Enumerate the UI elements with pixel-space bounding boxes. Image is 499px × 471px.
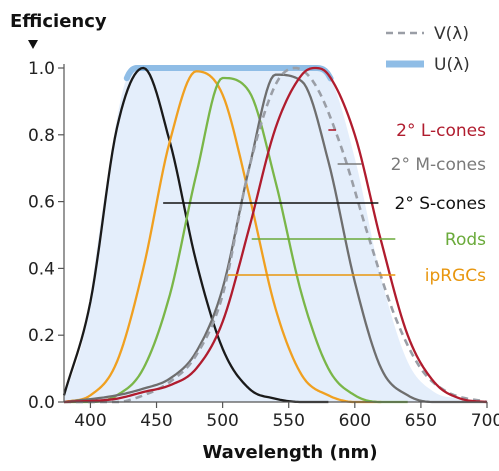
x-tick-label: 700: [471, 411, 499, 431]
axes: 0.0 0.2 0.4 0.6 0.8 1.0 400 450 500 550 600 650 700: [28, 40, 499, 431]
y-tick-label: 0.0: [28, 393, 55, 413]
curve-v: [64, 66, 488, 404]
y-tick-label: 0.6: [28, 193, 55, 213]
curve-2-m-cones: [63, 73, 487, 404]
legend-label-0: V(λ): [434, 24, 469, 44]
curve-iprgcs: [63, 70, 382, 404]
y-tick-label: 0.2: [28, 326, 55, 346]
x-tick-label: 600: [339, 411, 371, 431]
y-tick-label: 1.0: [28, 59, 55, 79]
label-iprgcs: ipRGCs: [425, 266, 486, 286]
legend: V(λ) U(λ): [386, 24, 470, 75]
x-axis-title: Wavelength (nm): [202, 442, 377, 463]
x-tick-label: 650: [405, 411, 437, 431]
curve-rods: [64, 76, 408, 404]
legend-label-1: U(λ): [434, 55, 470, 75]
label-2-s-cones: 2° S-cones: [395, 194, 487, 214]
label-rods: Rods: [445, 230, 486, 250]
plot-area: [62, 65, 488, 404]
x-tick-label: 550: [272, 411, 304, 431]
y-axis-title: Efficiency: [10, 11, 107, 32]
x-tick-label: 450: [140, 411, 172, 431]
curve-2-s-cones: [62, 66, 329, 404]
down-arrow-icon: [28, 40, 38, 49]
label-2-l-cones: 2° L-cones: [396, 121, 486, 141]
y-tick-label: 0.4: [28, 259, 55, 279]
x-tick-label: 400: [74, 411, 106, 431]
x-tick-label: 500: [206, 411, 238, 431]
curve-2-l-cones: [63, 66, 488, 404]
envelope-fill: [64, 68, 487, 402]
y-tick-label: 0.8: [28, 126, 55, 146]
annotations: 2° L-cones 2° M-cones 2° S-cones Rods ipRGCs: [163, 121, 486, 286]
label-2-m-cones: 2° M-cones: [391, 155, 487, 175]
